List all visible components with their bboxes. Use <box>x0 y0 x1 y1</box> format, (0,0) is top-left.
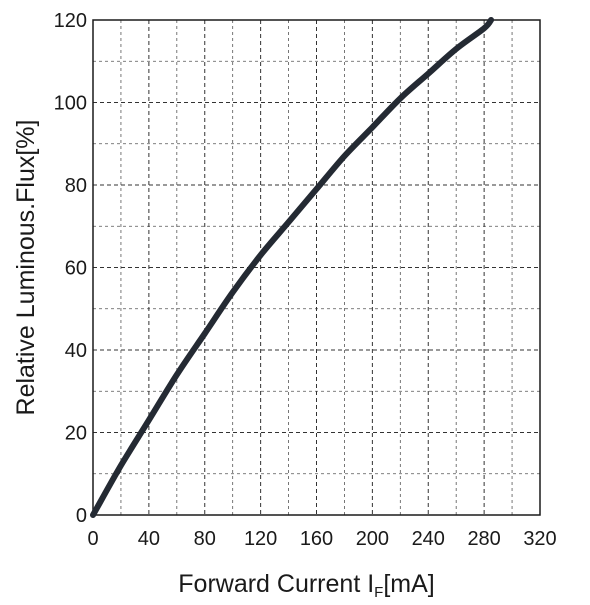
x-tick-label: 0 <box>87 528 98 550</box>
x-tick-label: 120 <box>244 528 277 550</box>
x-tick-labels: 0 40 80 120 160 200 240 280 320 <box>87 528 556 550</box>
y-tick-label: 100 <box>54 93 87 115</box>
x-axis-title-main: Forward Current I <box>178 570 374 598</box>
y-axis-title: Relative Luminous.Flux[%] <box>12 120 40 416</box>
y-tick-label: 120 <box>54 10 87 32</box>
x-tick-label: 240 <box>412 528 445 550</box>
y-tick-label: 60 <box>65 258 87 280</box>
y-tick-label: 80 <box>65 175 87 197</box>
y-tick-labels: 0 20 40 60 80 100 120 <box>54 10 87 527</box>
x-tick-label: 280 <box>467 528 500 550</box>
x-axis-title: Forward Current IF[mA] <box>178 570 434 601</box>
plot-frame <box>92 19 541 516</box>
y-tick-label: 0 <box>76 505 87 527</box>
series-line <box>90 17 495 518</box>
y-tick-label: 40 <box>65 340 87 362</box>
x-tick-label: 320 <box>523 528 556 550</box>
major-grid <box>93 20 540 515</box>
x-axis-title-unit: [mA] <box>383 570 434 598</box>
x-axis-title-subscript: F <box>374 584 383 601</box>
x-tick-label: 200 <box>356 528 389 550</box>
x-tick-label: 80 <box>194 528 216 550</box>
x-tick-label: 40 <box>138 528 160 550</box>
x-tick-label: 160 <box>300 528 333 550</box>
y-tick-label: 20 <box>65 423 87 445</box>
